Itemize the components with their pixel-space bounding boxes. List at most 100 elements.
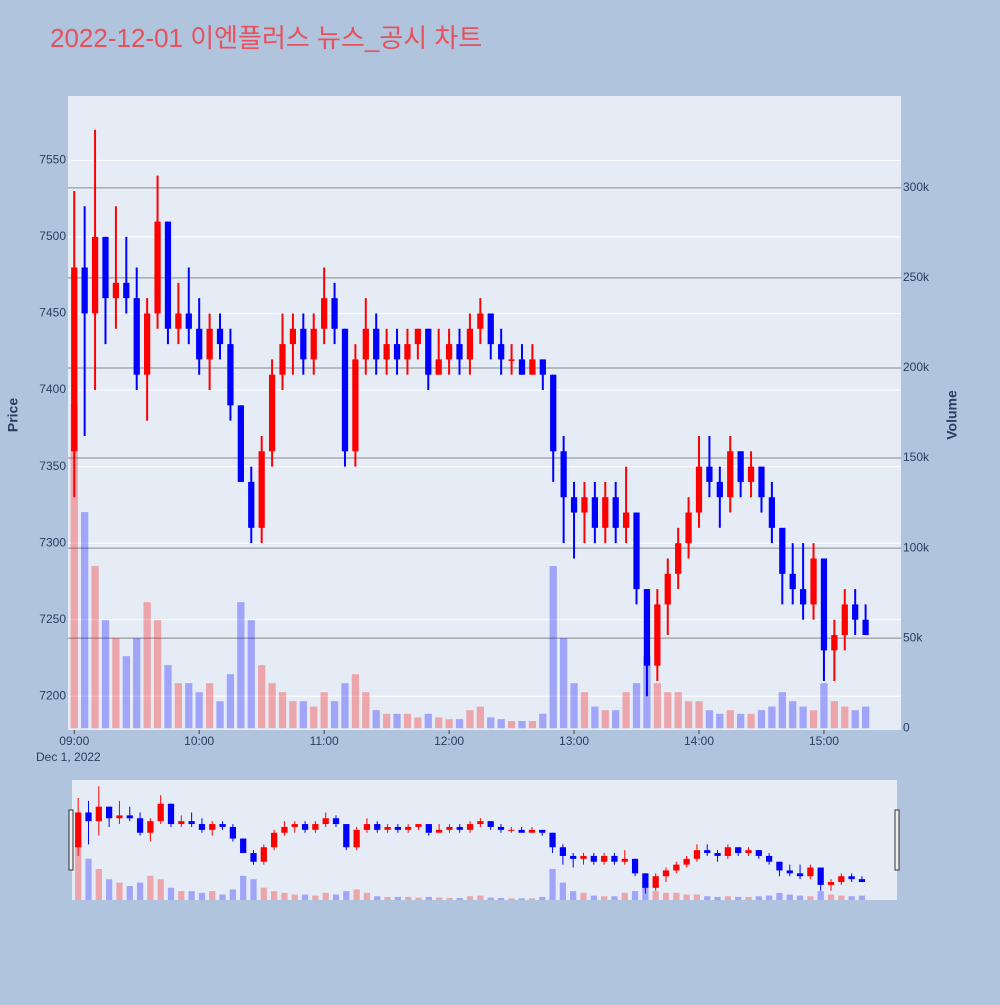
y-tick-label: 7450 [39,306,66,320]
slider-candle [848,876,855,880]
slider-candle [147,821,154,833]
slider-candle [353,829,360,848]
x-tick-label: 15:00 [809,734,839,748]
range-slider[interactable] [72,780,897,900]
candle-body [144,313,151,375]
candle-body [435,359,442,375]
candle-body [185,313,192,329]
slider-volume [601,896,608,900]
slider-candle [518,829,525,833]
slider-volume [508,898,515,900]
candle-body [789,573,796,590]
candle-body [664,573,671,605]
slider-volume [497,897,505,900]
slider-candle [209,824,216,830]
slider-candle [466,824,474,830]
candle-body [331,298,338,329]
volume-bar [70,403,78,729]
slider-candle [714,853,721,856]
slider-candle [281,826,288,833]
volume-bar [716,713,724,729]
slider-volume [229,889,236,900]
volume-bar [809,710,818,729]
volume-bar [684,701,693,729]
volume-bar [705,710,714,729]
volume-bar [830,701,839,729]
slider-volume [394,896,401,900]
y-tick-label: 7350 [39,459,66,473]
candle-body [196,328,203,360]
volume-bar [591,706,599,729]
slider-volume [662,892,670,900]
volume-bar [726,710,734,729]
slider-candle [487,821,494,827]
candle-body [643,589,651,666]
slider-volume [240,875,247,900]
candle-body [279,344,286,375]
slider-candle [229,826,236,839]
candle-body [852,604,859,620]
candle-body [612,497,619,528]
candle-body [268,374,276,452]
slider-candle [384,826,391,830]
chart-title: 2022-12-01 이엔플러스 뉴스_공시 차트 [50,23,482,53]
volume-bar [278,692,287,729]
slider-candle [157,803,164,822]
candle-body [477,313,484,329]
slider-volume [838,895,845,900]
candle-body [498,344,505,360]
candle-body [810,558,817,605]
slider-candle [817,867,824,885]
slider-candle [755,850,762,856]
candle-body [518,359,526,375]
candle-body [216,328,224,345]
slider-volume [590,895,597,900]
slider-candle [528,829,536,833]
slider-candle [394,826,401,830]
plot-area [68,96,901,730]
slider-candle [559,847,566,856]
slider-candle [106,806,113,819]
slider-volume [281,892,288,900]
volume-bar [341,683,349,729]
slider-volume [312,895,319,900]
slider-handle-left[interactable] [68,809,74,871]
slider-volume [580,892,587,900]
slider-volume [198,892,206,900]
slider-volume [724,896,731,900]
slider-candle [250,853,257,862]
volume-bar [737,713,745,729]
y2-tick-label: 100k [903,540,930,554]
slider-volume [466,896,474,900]
x-tick-label: 09:00 [59,734,89,748]
slider-candle [405,826,412,830]
slider-volume [167,887,175,900]
slider-candle [631,858,639,874]
slider-volume [75,838,82,900]
candle-body [414,328,421,345]
slider-volume [477,895,484,900]
slider-handle-right[interactable] [894,809,900,871]
slider-volume [652,891,659,900]
volume-bar [424,713,432,729]
volume-bar [455,719,464,729]
slider-volume [446,897,453,900]
slider-candle [766,855,773,862]
slider-candle [85,812,92,822]
candle-body [466,328,474,360]
volume-bar [289,701,297,729]
slider-candle [652,876,659,888]
candle-body [404,344,411,360]
slider-candle [601,855,608,862]
volume-bar [237,602,245,729]
slider-candle [198,824,206,830]
slider-volume [528,898,536,900]
slider-candle [167,803,175,825]
slider-volume [539,896,546,900]
candle-body [820,558,828,651]
candle-body [393,344,401,360]
slider-volume [260,887,267,900]
volume-bar [195,692,203,729]
candle-body [341,328,349,452]
candle-body [737,451,744,482]
